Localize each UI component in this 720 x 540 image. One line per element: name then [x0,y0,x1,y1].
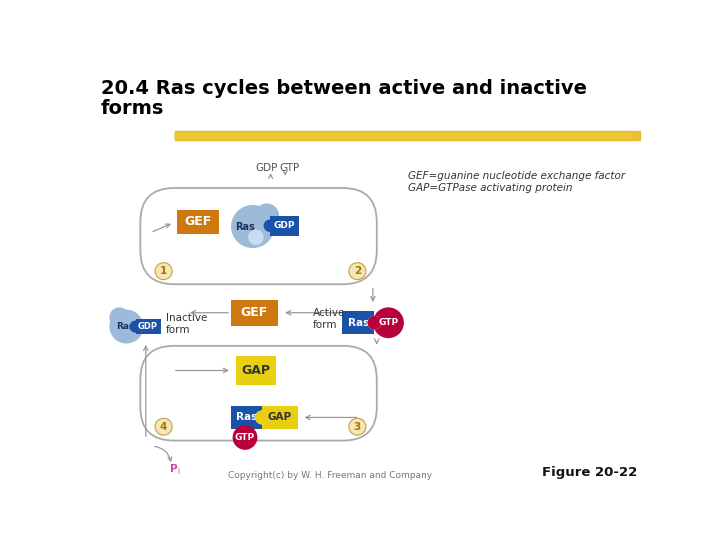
Bar [270,215,300,236]
Text: GTP: GTP [279,163,300,173]
Text: GDP: GDP [138,322,158,331]
Circle shape [231,205,274,248]
Circle shape [130,320,142,333]
Circle shape [349,262,366,280]
Text: Ras: Ras [116,322,134,331]
Text: Ras: Ras [348,318,369,328]
Text: GTP: GTP [235,433,255,442]
Circle shape [109,307,130,327]
Text: GEF=guanine nucleotide exchange factor: GEF=guanine nucleotide exchange factor [408,171,625,181]
Circle shape [373,307,404,338]
Circle shape [155,418,172,435]
Circle shape [248,230,264,245]
Text: GAP=GTPase activating protein: GAP=GTPase activating protein [408,184,572,193]
Text: 3: 3 [354,422,361,431]
Circle shape [254,204,279,228]
Circle shape [367,316,382,330]
Circle shape [109,309,143,343]
Text: GAP: GAP [268,413,292,422]
Text: Copyright(c) by W. H. Freeman and Company: Copyright(c) by W. H. Freeman and Compan… [228,471,432,480]
Bar [175,131,640,140]
Text: Ras: Ras [235,221,255,232]
Text: 4: 4 [160,422,167,431]
Bar [235,356,276,385]
Circle shape [255,410,269,424]
Text: GDP: GDP [256,163,278,173]
Circle shape [255,410,269,424]
Text: Figure 20-22: Figure 20-22 [542,467,637,480]
Bar [231,406,262,429]
Text: Active
form: Active form [313,308,346,330]
Text: Inactive
form: Inactive form [166,313,207,335]
Bar [262,406,297,429]
Text: i: i [177,467,179,476]
Circle shape [367,316,382,330]
Circle shape [233,425,258,450]
Text: GTP: GTP [378,318,398,327]
Bar [177,210,220,234]
Bar [231,300,277,326]
Text: GAP: GAP [241,364,270,377]
Circle shape [264,220,276,232]
Text: forms: forms [101,99,164,118]
Text: GEF: GEF [184,215,212,228]
Text: Ras: Ras [236,413,257,422]
Circle shape [349,418,366,435]
Text: 2: 2 [354,266,361,276]
Text: 1: 1 [160,266,167,276]
Text: GDP: GDP [274,221,295,230]
Text: P: P [170,464,178,474]
Circle shape [155,262,172,280]
Text: 20.4 Ras cycles between active and inactive: 20.4 Ras cycles between active and inact… [101,79,587,98]
Text: GEF: GEF [240,306,268,319]
Bar [136,319,161,334]
Bar [342,311,374,334]
Bar [174,133,631,138]
